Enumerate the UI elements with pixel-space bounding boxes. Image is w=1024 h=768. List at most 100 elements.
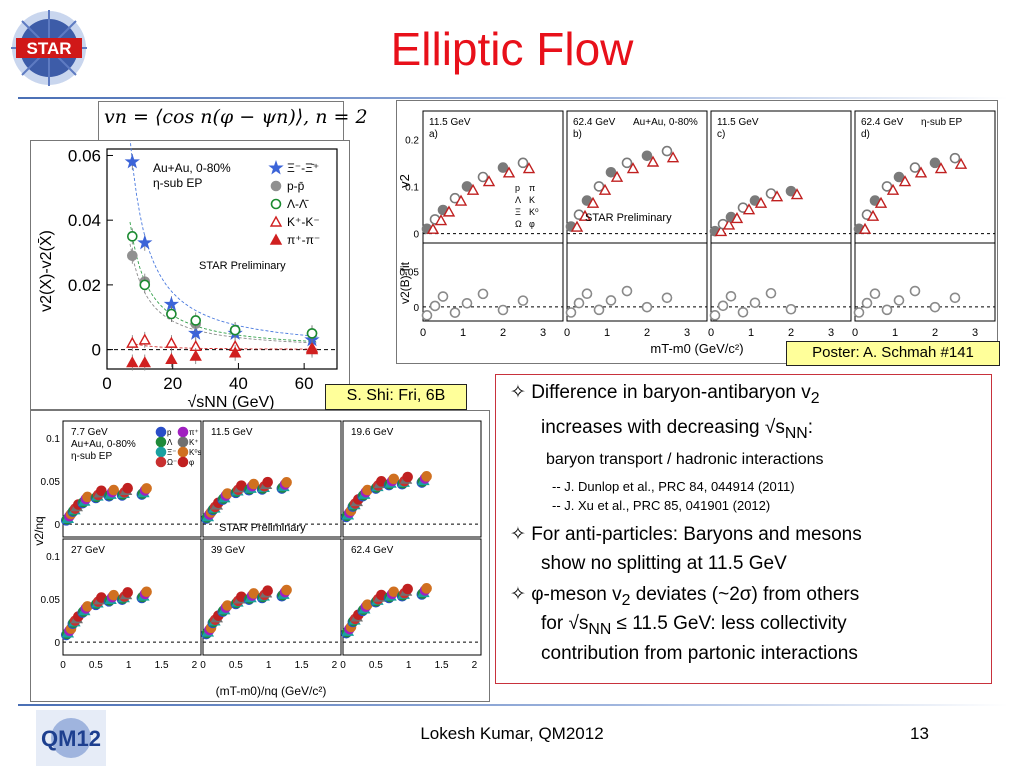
bullet-1-detail: baryon transport / hadronic interactions bbox=[546, 451, 824, 468]
panel-frame-bottom bbox=[710, 242, 852, 322]
bullet-star-icon: ✧ bbox=[510, 524, 526, 545]
x-tick-label: 2 bbox=[932, 327, 938, 339]
residual-point bbox=[517, 295, 529, 306]
x-tick-label: 1 bbox=[406, 660, 412, 671]
legend-marker bbox=[270, 180, 282, 192]
residual-point bbox=[893, 295, 905, 306]
data-point bbox=[621, 157, 633, 169]
residual-point bbox=[449, 307, 461, 318]
panel-frame bbox=[342, 538, 482, 656]
data-point bbox=[874, 196, 888, 208]
y-tick-label: 0 bbox=[92, 341, 101, 360]
bullet-2-line2: show no splitting at 11.5 GeV bbox=[541, 553, 787, 574]
x-tick-label: 3 bbox=[828, 327, 834, 339]
data-point bbox=[165, 352, 178, 364]
legend-label: K⁺ bbox=[189, 438, 199, 447]
data-point bbox=[138, 333, 151, 345]
x-tick-label: 0 bbox=[102, 374, 111, 393]
y-tick-label: 0.05 bbox=[41, 595, 61, 606]
x-tick-label: 40 bbox=[229, 374, 248, 393]
data-point bbox=[858, 222, 872, 234]
bullet-3-line2-sub: NN bbox=[588, 620, 612, 638]
legend-label: π⁺-π⁻ bbox=[287, 233, 320, 247]
data-point bbox=[165, 336, 178, 348]
panel-tag: a) bbox=[429, 129, 438, 140]
panel-frame bbox=[62, 420, 202, 538]
x-tick-label: 1 bbox=[126, 660, 132, 671]
legend-marker bbox=[270, 198, 282, 210]
flow-formula: vn = ⟨cos n(φ − ψn)⟩, n = 2 bbox=[104, 106, 368, 128]
footer-text: Lokesh Kumar, QM2012 bbox=[420, 724, 604, 743]
data-point bbox=[442, 205, 456, 217]
data-point bbox=[138, 356, 151, 368]
data-point bbox=[646, 155, 660, 167]
bullet-star-icon: ✧ bbox=[510, 382, 526, 403]
data-point bbox=[305, 343, 319, 355]
bullet-3-line2-text: for √s bbox=[541, 613, 589, 634]
data-point bbox=[722, 218, 736, 230]
data-point bbox=[96, 485, 107, 497]
data-point bbox=[641, 150, 653, 162]
fit-curve bbox=[129, 243, 318, 344]
bullet-1-line2-sub: NN bbox=[784, 424, 808, 442]
x-tick-label: 2 bbox=[788, 327, 794, 339]
residual-point bbox=[621, 285, 633, 297]
annotation-preliminary: STAR Preliminary bbox=[585, 212, 672, 224]
panel-energy-label: 27 GeV bbox=[71, 545, 105, 556]
x-tick-label: 20 bbox=[163, 374, 182, 393]
panel-energy-label: 11.5 GeV bbox=[717, 117, 759, 128]
legend-label: π⁺ bbox=[189, 428, 199, 437]
y-axis-label: v2/nq bbox=[32, 516, 46, 545]
residual-point bbox=[909, 285, 921, 297]
panel-sublabel: Au+Au, 0-80% bbox=[633, 117, 698, 128]
data-point bbox=[914, 166, 928, 178]
data-point bbox=[124, 153, 140, 169]
bullet-1-text: Difference in baryon-antibaryon v bbox=[531, 382, 811, 403]
legend-label: Ξ bbox=[515, 207, 521, 217]
residual-point bbox=[765, 287, 777, 299]
data-point bbox=[454, 194, 468, 206]
residual-point bbox=[421, 310, 433, 321]
panel-sublabel: η-sub EP bbox=[921, 117, 962, 128]
panel-energy-label: 11.5 GeV bbox=[429, 117, 471, 128]
header-divider bbox=[18, 97, 1008, 99]
data-point bbox=[306, 328, 318, 339]
y-tick-label: 0.1 bbox=[46, 434, 60, 445]
data-point bbox=[477, 171, 489, 183]
residual-point bbox=[861, 297, 873, 309]
chart-ncq-scaling-panels: v2/nq 7.7 GeV 0 0.05 0.1 11.5 GeV 19.6 GeV 27 G… bbox=[30, 410, 490, 702]
data-point bbox=[362, 599, 373, 610]
x-tick-label: 1 bbox=[748, 327, 754, 339]
residual-point bbox=[881, 304, 893, 316]
legend-label: p bbox=[515, 183, 520, 193]
residual-point bbox=[461, 297, 473, 309]
panel-energy-label: 11.5 GeV bbox=[211, 427, 253, 438]
x-axis-label: (mT-m0)/nq (GeV/c²) bbox=[216, 684, 327, 698]
x-tick-label: 1 bbox=[266, 660, 272, 671]
data-point bbox=[222, 600, 233, 611]
bullet-2: ✧ For anti-particles: Baryons and mesons bbox=[510, 523, 862, 546]
legend-marker bbox=[155, 426, 167, 438]
data-point bbox=[881, 181, 893, 192]
data-point bbox=[714, 224, 728, 237]
residual-point bbox=[477, 288, 489, 300]
star-logo: STAR bbox=[11, 10, 87, 86]
panel-frame bbox=[62, 538, 202, 656]
talk-note: S. Shi: Fri, 6B bbox=[325, 384, 467, 410]
data-point bbox=[593, 181, 605, 192]
data-point bbox=[517, 157, 529, 169]
y-tick-label: 0 bbox=[54, 638, 60, 649]
fit-curve bbox=[129, 141, 318, 337]
data-point bbox=[222, 488, 233, 499]
legend-label: Ξ⁻ bbox=[167, 448, 176, 457]
residual-point bbox=[605, 295, 617, 306]
panel-frame-bottom bbox=[422, 242, 564, 322]
data-point bbox=[626, 162, 640, 174]
y-axis-label-top: v2 bbox=[397, 174, 412, 188]
legend-marker bbox=[269, 215, 283, 227]
legend-label: Ξ⁻-Ξ̄⁺ bbox=[287, 161, 319, 175]
legend-title-2: η-sub EP bbox=[153, 176, 202, 190]
data-point bbox=[189, 349, 202, 361]
legend-title-1: Au+Au, 0-80% bbox=[153, 161, 231, 175]
